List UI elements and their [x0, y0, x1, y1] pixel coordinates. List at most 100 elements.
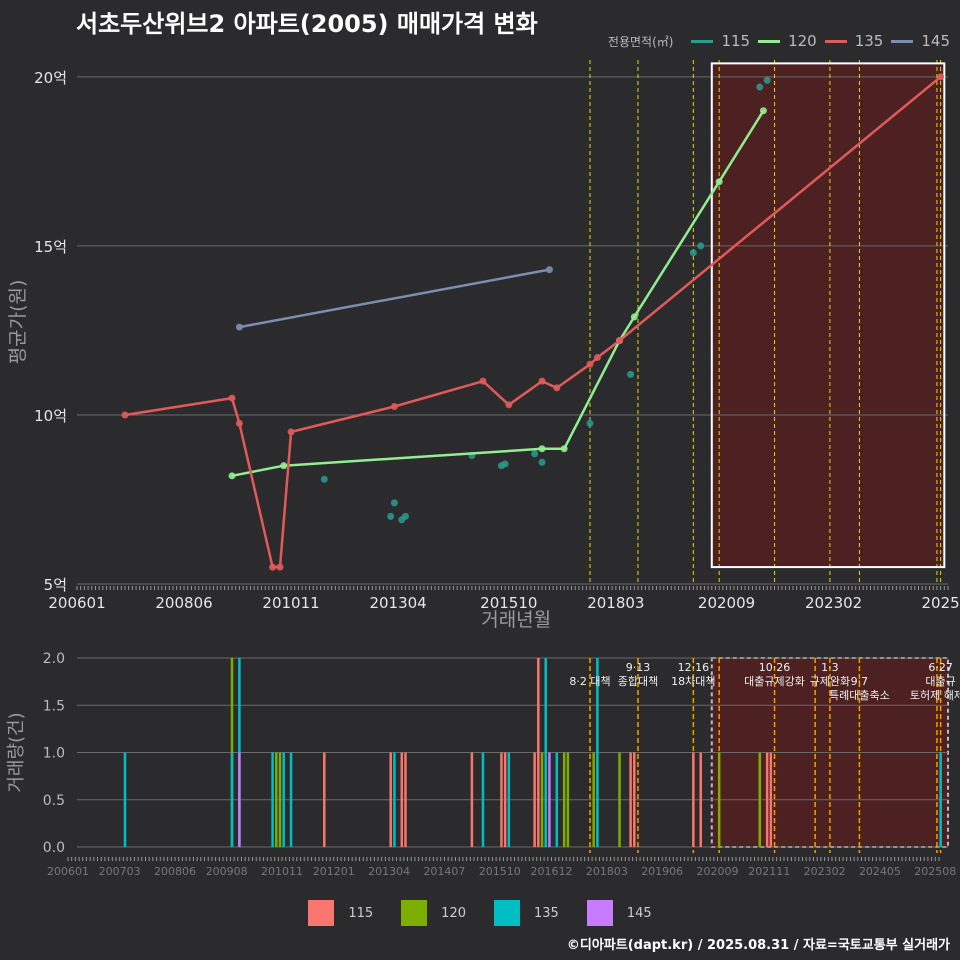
x-tick-label: 202009: [698, 594, 755, 612]
y-tick-label: 5억: [44, 576, 67, 594]
volume-bar-120: [717, 752, 721, 847]
price-chart: 5억 10억 15억 20억 200601 200806 201011 201304 20151…: [7, 60, 960, 631]
data-point-115: [501, 460, 509, 468]
policy-annotation: 1·3: [821, 661, 839, 674]
x-tick-label: 202405: [859, 865, 901, 878]
volume-bar-115: [503, 752, 507, 847]
volume-bar-115: [769, 752, 773, 847]
policy-annotation: 18차대책: [671, 675, 715, 688]
x-tick-label: 201612: [530, 865, 572, 878]
volume-bar-115: [537, 658, 540, 847]
data-point-145: [545, 266, 553, 274]
data-point-115: [586, 419, 594, 427]
data-point-135: [479, 377, 487, 385]
x-axis-title: 거래년월: [481, 609, 551, 631]
policy-annotation: 토허제 해제: [910, 688, 960, 702]
volume-bar-115: [699, 752, 702, 847]
bar-legend-item-120: 120: [401, 900, 466, 926]
line-legend-item-135: 135: [824, 32, 884, 50]
data-point-135: [235, 419, 243, 427]
data-point-135: [287, 428, 295, 436]
y-axis-title: 거래량(건): [6, 712, 27, 792]
data-point-135: [538, 377, 546, 385]
volume-bar-120: [592, 752, 595, 847]
data-point-115: [763, 76, 771, 84]
bar-legend: 115 120 135 145: [0, 900, 960, 926]
y-tick-label: 2.0: [43, 651, 65, 667]
y-tick-label: 1.5: [43, 698, 65, 714]
data-point-120: [228, 472, 236, 480]
volume-bar-120: [275, 752, 278, 847]
line-legend-label: 135: [854, 32, 884, 50]
policy-period-shade: [711, 63, 945, 568]
volume-bar-115: [692, 752, 695, 847]
volume-bar-115: [629, 752, 632, 847]
data-point-135: [269, 563, 277, 571]
data-point-120: [759, 107, 767, 115]
volume-bar-115: [404, 752, 407, 847]
line-legend: 전용면적(㎡) 115 120 135 145: [608, 32, 950, 50]
volume-bar-115: [633, 752, 636, 847]
x-tick-label: 202508: [914, 865, 956, 878]
policy-period-frame: [710, 62, 946, 569]
bar-legend-item-145: 145: [586, 900, 652, 926]
volume-bar-115: [765, 752, 769, 847]
data-point-115: [320, 475, 328, 483]
volume-bar-115: [323, 752, 326, 847]
bar-legend-swatch: [401, 900, 428, 926]
volume-bar-135: [939, 752, 942, 847]
x-tick-label: 200601: [47, 865, 89, 878]
y-axis-title: 평균가(원): [7, 280, 29, 365]
line-legend-item-115: 115: [691, 32, 750, 50]
data-point-115: [627, 370, 635, 378]
data-point-115: [531, 450, 539, 458]
x-tick-label: 202302: [805, 594, 862, 612]
bar-legend-swatch: [586, 900, 613, 926]
bar-legend-label: 145: [626, 905, 652, 921]
x-tick-label: 200806: [154, 865, 196, 878]
y-tick-label: 1.0: [43, 746, 65, 762]
volume-bar-115: [500, 752, 503, 847]
bar-legend-item-135: 135: [494, 900, 559, 926]
data-point-115: [697, 242, 705, 250]
x-tick-label: 201510: [479, 865, 521, 878]
x-tick-label: 202111: [748, 865, 790, 878]
volume-bar-135: [481, 752, 485, 847]
line-legend-title: 전용면적(㎡): [607, 34, 674, 49]
volume-bar-115: [533, 752, 536, 847]
data-point-135: [553, 384, 561, 392]
bar-legend-swatch: [308, 900, 335, 926]
data-point-120: [560, 445, 568, 453]
data-point-135: [228, 394, 236, 402]
bar-legend-swatch: [494, 900, 520, 926]
policy-annotation: 12·16: [678, 661, 710, 674]
volume-bar-135: [544, 658, 547, 847]
policy-annotation: 9·7: [851, 675, 869, 688]
y-tick-label: 10억: [34, 407, 67, 425]
data-point-120: [538, 445, 546, 453]
x-tick-label: 201803: [586, 865, 628, 878]
volume-bar-135: [555, 752, 559, 847]
y-tick-label: 0.0: [43, 840, 65, 856]
data-point-115: [401, 512, 409, 520]
line-legend-label: 145: [921, 32, 950, 50]
data-point-135: [593, 353, 601, 361]
volume-bar-135: [507, 752, 511, 847]
volume-bar-120: [540, 752, 544, 847]
x-tick-label: 201304: [369, 594, 426, 612]
series-line-120: [231, 110, 765, 478]
volume-bar-145: [238, 752, 241, 847]
data-point-115: [689, 249, 697, 257]
data-point-135: [586, 360, 594, 368]
x-tick-label: 202302: [804, 865, 846, 878]
volume-bar-135: [123, 752, 127, 847]
data-point-135: [276, 563, 284, 571]
volume-bar-135: [230, 752, 234, 847]
x-tick-label: 200601: [48, 594, 105, 612]
line-legend-swatch: [758, 39, 781, 43]
policy-annotation: 대출규제강화: [744, 675, 805, 688]
policy-annotation: 규제완화: [810, 675, 850, 688]
line-legend-label: 115: [721, 32, 751, 50]
